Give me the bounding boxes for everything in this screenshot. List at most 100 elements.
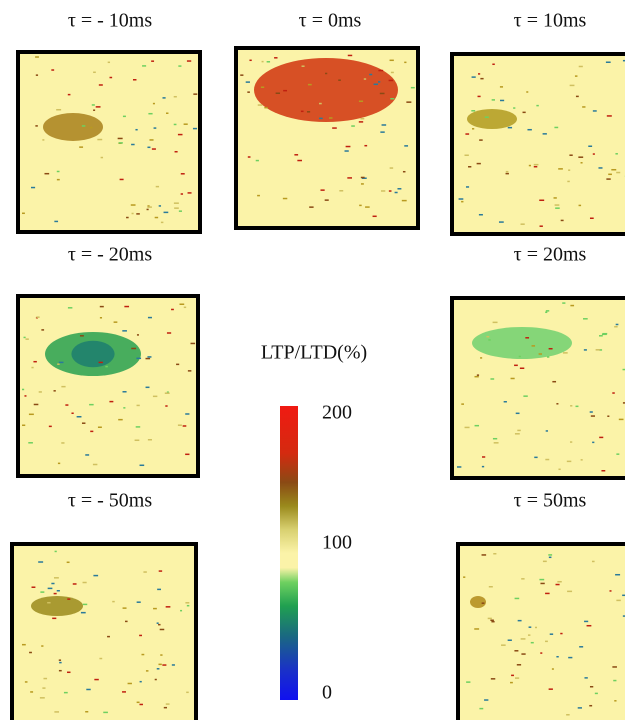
speckle (464, 426, 470, 429)
speckle (465, 133, 470, 135)
speckle (622, 59, 625, 62)
speckle (390, 71, 394, 74)
panel-label: τ = 0ms (299, 10, 362, 32)
speckle (190, 342, 196, 345)
speckle (176, 363, 180, 366)
speckle (595, 349, 601, 351)
speckle (158, 205, 162, 207)
speckle (578, 156, 584, 158)
speckle (136, 601, 141, 603)
speckle (569, 441, 573, 443)
panel-frame (10, 542, 198, 720)
speckle (147, 356, 152, 358)
speckle (324, 199, 329, 201)
speckle (515, 677, 520, 679)
speckle (588, 145, 593, 147)
speckle (54, 711, 60, 713)
speckle (484, 116, 489, 118)
speckle (545, 458, 550, 461)
speckle (461, 403, 464, 405)
speckle (31, 586, 36, 588)
speckle (402, 170, 406, 173)
speckle (51, 69, 55, 71)
speckle (100, 156, 104, 159)
speckle (81, 422, 86, 424)
speckle (558, 168, 563, 170)
speckle (465, 186, 470, 188)
speckle (147, 146, 151, 149)
speckle (528, 164, 531, 167)
speckle (91, 104, 95, 106)
speckle (123, 407, 126, 409)
speckle (192, 127, 197, 130)
panel-background (12, 544, 196, 720)
speckle (130, 204, 136, 206)
speckle (606, 115, 612, 117)
speckle (131, 347, 137, 350)
speckle (372, 215, 377, 218)
speckle (622, 368, 625, 371)
speckle (522, 111, 526, 114)
speckle (569, 84, 575, 87)
speckle (599, 349, 603, 351)
speckle (514, 433, 520, 435)
speckle (177, 424, 182, 426)
speckle (615, 323, 619, 326)
speckle (126, 216, 129, 219)
speckle (240, 74, 244, 76)
speckle (158, 663, 162, 666)
speckle (560, 632, 563, 635)
speckle (117, 137, 123, 140)
speckle (53, 390, 56, 392)
speckle (566, 714, 570, 716)
speckle (187, 370, 192, 372)
speckle (147, 206, 152, 208)
panels: τ = - 10ms τ = 0ms τ = 10ms τ = - 20ms τ = 2… (10, 10, 625, 720)
speckle (546, 356, 550, 358)
speckle (406, 101, 412, 103)
speckle (154, 216, 159, 219)
speckle (364, 144, 368, 147)
speckle (103, 711, 108, 714)
speckle (491, 620, 495, 623)
speckle (165, 606, 171, 608)
speckle (540, 582, 545, 585)
speckle (41, 329, 45, 331)
speckle (538, 353, 543, 355)
speckle (56, 170, 60, 173)
speckle (99, 317, 103, 319)
speckle (149, 139, 154, 141)
speckle (260, 86, 265, 88)
speckle (347, 177, 352, 179)
speckle (56, 178, 60, 181)
speckle (378, 81, 381, 83)
speckle (410, 86, 415, 89)
speckle (76, 415, 82, 418)
speckle (584, 677, 588, 679)
speckle (461, 200, 464, 203)
speckle (48, 425, 52, 428)
panel-label: τ = 20ms (514, 244, 587, 266)
speckle (584, 620, 589, 623)
speckle (594, 692, 598, 695)
speckle (531, 345, 536, 347)
speckle (527, 634, 531, 636)
speckle (542, 560, 547, 563)
speckle (378, 69, 384, 72)
speckle (545, 592, 550, 595)
speckle (567, 180, 570, 183)
speckle (503, 401, 507, 403)
speckle (530, 641, 534, 644)
speckle (360, 117, 365, 120)
speckle (93, 574, 99, 577)
speckle (477, 73, 481, 75)
speckle (163, 706, 167, 709)
speckle (257, 194, 260, 197)
speckle (185, 453, 190, 456)
speckle (118, 418, 123, 421)
speckle (42, 139, 45, 141)
speckle (484, 699, 489, 701)
speckle (90, 430, 94, 433)
speckle (109, 400, 114, 403)
speckle (122, 115, 126, 118)
